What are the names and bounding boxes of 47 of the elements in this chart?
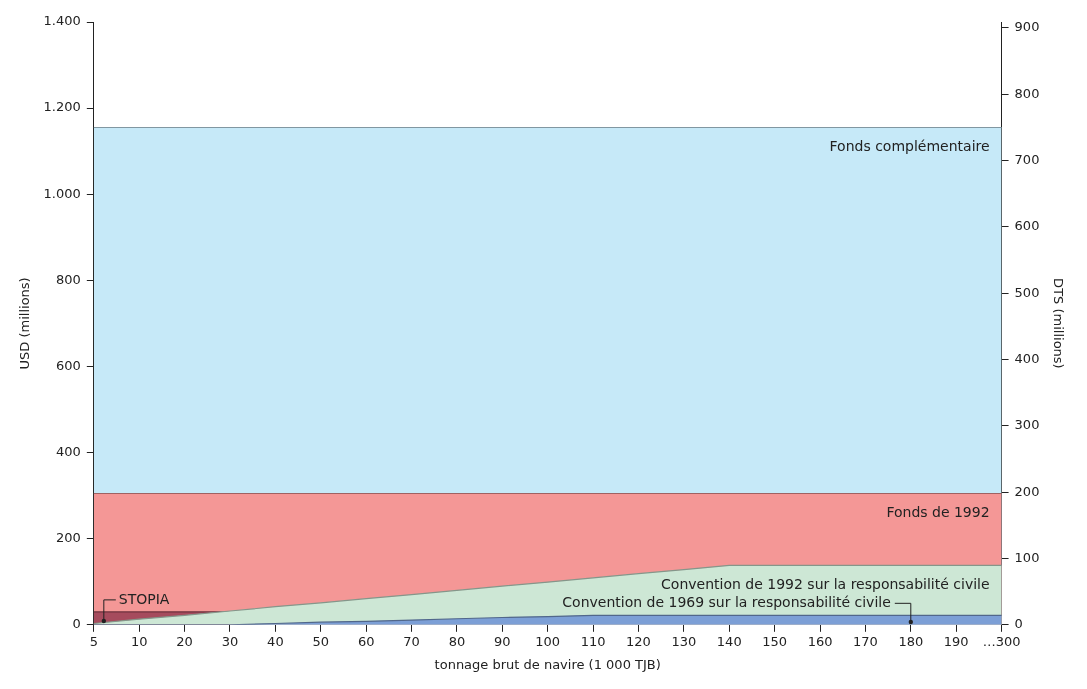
y2-tick-label: 700 xyxy=(1014,151,1040,167)
x-axis-title: tonnage brut de navire (1 000 TJB) xyxy=(434,656,661,672)
x-tick-label: 30 xyxy=(221,633,239,649)
x-tick-label: 70 xyxy=(403,633,420,649)
x-tick-label: 5 xyxy=(89,633,98,649)
y2-tick-label: 800 xyxy=(1014,85,1040,101)
y2-tick-label: 300 xyxy=(1014,417,1040,433)
y-axis-title: USD (millions) xyxy=(17,277,33,370)
y2-tick-label: 100 xyxy=(1014,549,1040,565)
series-label: Convention de 1969 sur la responsabilité civile xyxy=(562,593,891,610)
series-label: STOPIA xyxy=(118,590,170,607)
y2-tick-label: 600 xyxy=(1014,218,1040,234)
y2-tick-label: 400 xyxy=(1014,350,1040,366)
y-tick-label: 800 xyxy=(55,271,81,287)
x-tick-label: 60 xyxy=(357,633,375,649)
x-tick-label: 150 xyxy=(762,633,788,649)
x-tick-label: 100 xyxy=(535,633,561,649)
x-tick-label: 80 xyxy=(448,633,466,649)
series-label: Fonds de 1992 xyxy=(886,504,990,521)
y2-tick-label: 0 xyxy=(1014,616,1023,632)
x-tick-label: 180 xyxy=(898,633,924,649)
x-tick-label: 50 xyxy=(312,633,330,649)
series-label: Convention de 1992 sur la responsabilité civile xyxy=(661,576,990,593)
x-tick-label: 10 xyxy=(130,633,148,649)
x-tick-label: …300 xyxy=(982,633,1021,649)
x-tick-label: 190 xyxy=(943,633,969,649)
y2-axis-title: DTS (millions) xyxy=(1050,278,1066,369)
x-tick-label: 120 xyxy=(626,633,651,649)
x-tick-label: 160 xyxy=(807,633,833,649)
x-tick-label: 90 xyxy=(494,633,511,649)
y2-tick-label: 500 xyxy=(1014,284,1040,300)
y2-tick-label: 900 xyxy=(1014,19,1040,35)
y-tick-label: 1.200 xyxy=(43,99,81,115)
y-tick-label: 600 xyxy=(55,357,81,373)
series-label: Fonds complémentaire xyxy=(829,138,990,155)
x-tick-label: 110 xyxy=(580,633,606,649)
y-tick-label: 400 xyxy=(55,443,81,459)
y2-tick-label: 200 xyxy=(1014,483,1040,499)
x-tick-label: 20 xyxy=(176,633,193,649)
y-tick-label: 200 xyxy=(55,530,81,546)
x-tick-label: 130 xyxy=(671,633,697,649)
x-tick-label: 40 xyxy=(267,633,284,649)
y-tick-label: 1.400 xyxy=(43,13,81,29)
x-tick-label: 140 xyxy=(716,633,742,649)
y-tick-label: 1.000 xyxy=(43,185,81,201)
x-tick-label: 170 xyxy=(853,633,878,649)
y-tick-label: 0 xyxy=(72,616,81,632)
